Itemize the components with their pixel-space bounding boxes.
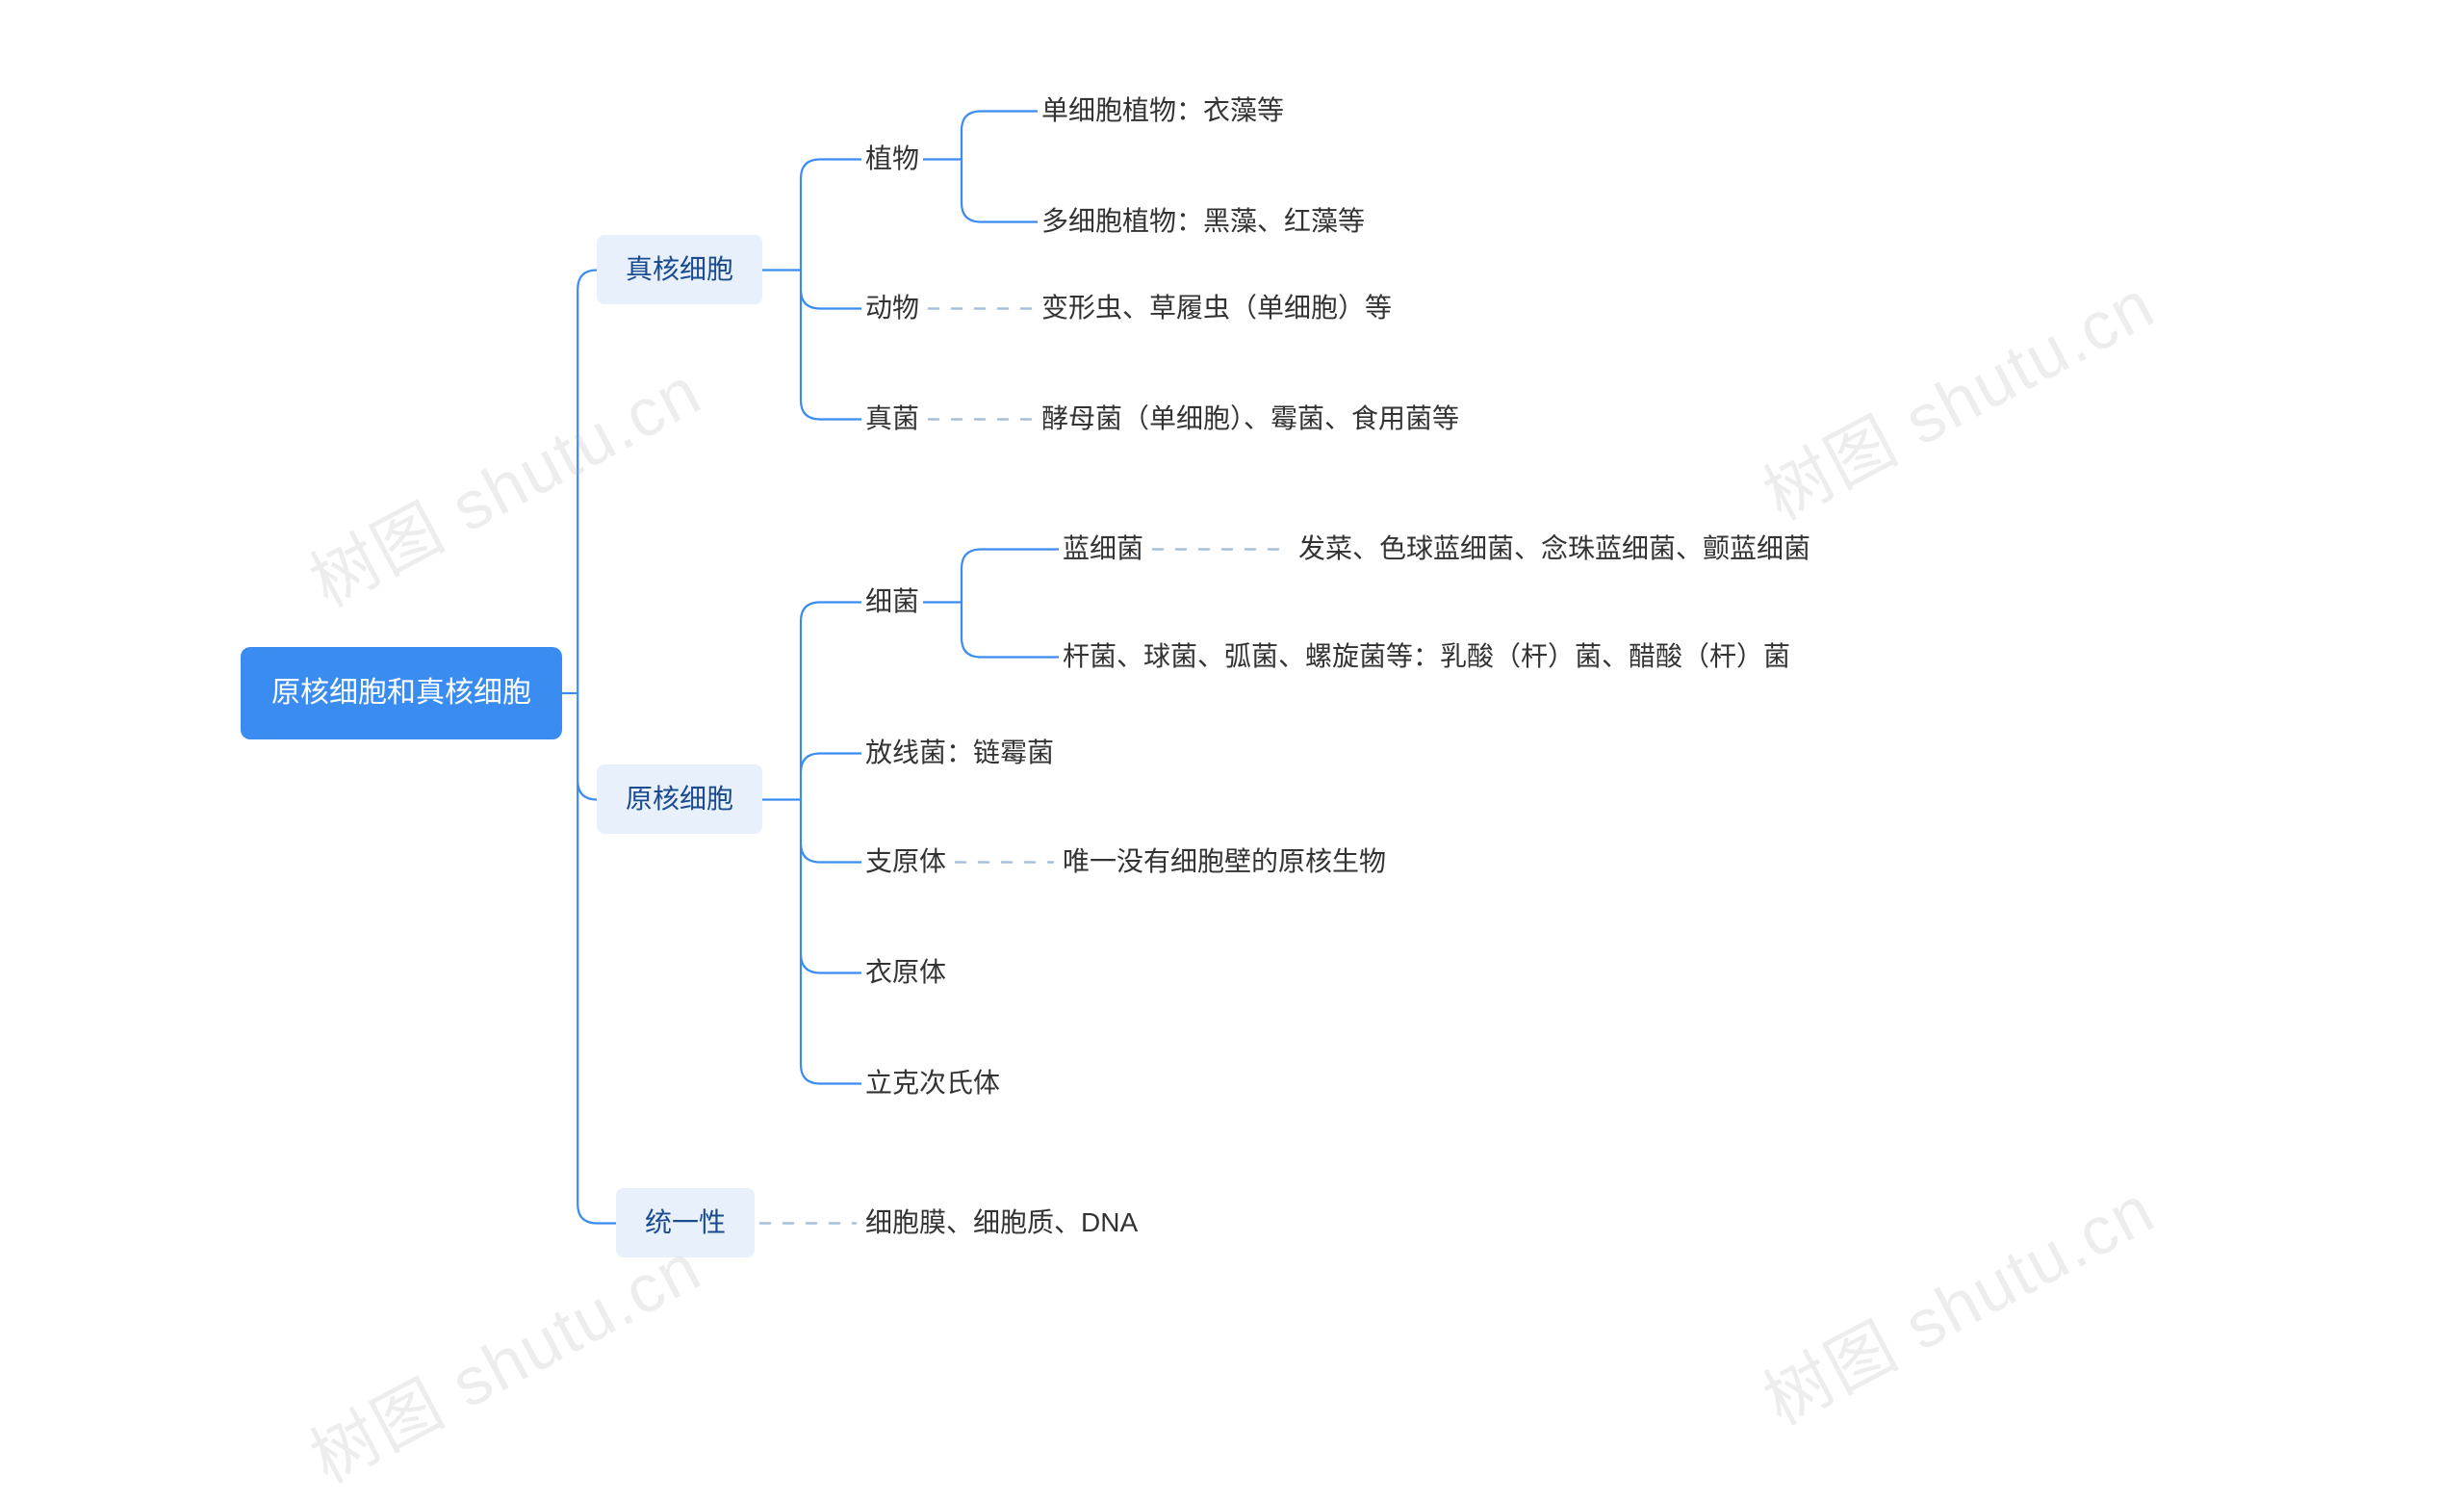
node-bacteria[interactable]: 细菌 (861, 573, 923, 632)
leaf-node[interactable]: 发菜、色球蓝细菌、念珠蓝细菌、颤蓝细菌 (1295, 520, 1814, 579)
node-fungi[interactable]: 真菌 (861, 390, 923, 449)
root-node[interactable]: 原核细胞和真核细胞 (241, 647, 562, 739)
leaf-node[interactable]: 立克次氏体 (861, 1054, 1004, 1113)
node-plant[interactable]: 植物 (861, 130, 923, 189)
leaf-node[interactable]: 多细胞植物：黑藻、红藻等 (1038, 193, 1369, 251)
leaf-node[interactable]: 酵母菌（单细胞）、霉菌、食用菌等 (1038, 390, 1463, 449)
leaf-node[interactable]: 变形虫、草履虫（单细胞）等 (1038, 279, 1396, 338)
node-cyano[interactable]: 蓝细菌 (1059, 520, 1147, 579)
watermark: 树图 shutu.cn (291, 338, 715, 626)
leaf-node[interactable]: 衣原体 (861, 944, 950, 1002)
watermark: 树图 shutu.cn (1744, 251, 2169, 539)
leaf-node[interactable]: 细胞膜、细胞质、DNA (861, 1194, 1142, 1253)
leaf-node[interactable]: 杆菌、球菌、弧菌、螺旋菌等：乳酸（杆）菌、醋酸（杆）菌 (1059, 628, 1794, 686)
leaf-node[interactable]: 单细胞植物：衣藻等 (1038, 82, 1288, 141)
node-myco[interactable]: 支原体 (861, 833, 950, 892)
leaf-node[interactable]: 放线菌：链霉菌 (861, 724, 1058, 783)
l2-node-unity[interactable]: 统一性 (616, 1188, 755, 1258)
watermark: 树图 shutu.cn (1744, 1156, 2169, 1444)
node-animal[interactable]: 动物 (861, 279, 923, 338)
leaf-node[interactable]: 唯一没有细胞壁的原核生物 (1059, 833, 1390, 892)
l2-node-prokaryote[interactable]: 原核细胞 (597, 764, 762, 835)
l2-node-eukaryote[interactable]: 真核细胞 (597, 235, 762, 305)
mindmap-canvas: 原核细胞和真核细胞 真核细胞 原核细胞 统一性 植物 动物 真菌 单细胞植物：衣… (0, 0, 2464, 1502)
